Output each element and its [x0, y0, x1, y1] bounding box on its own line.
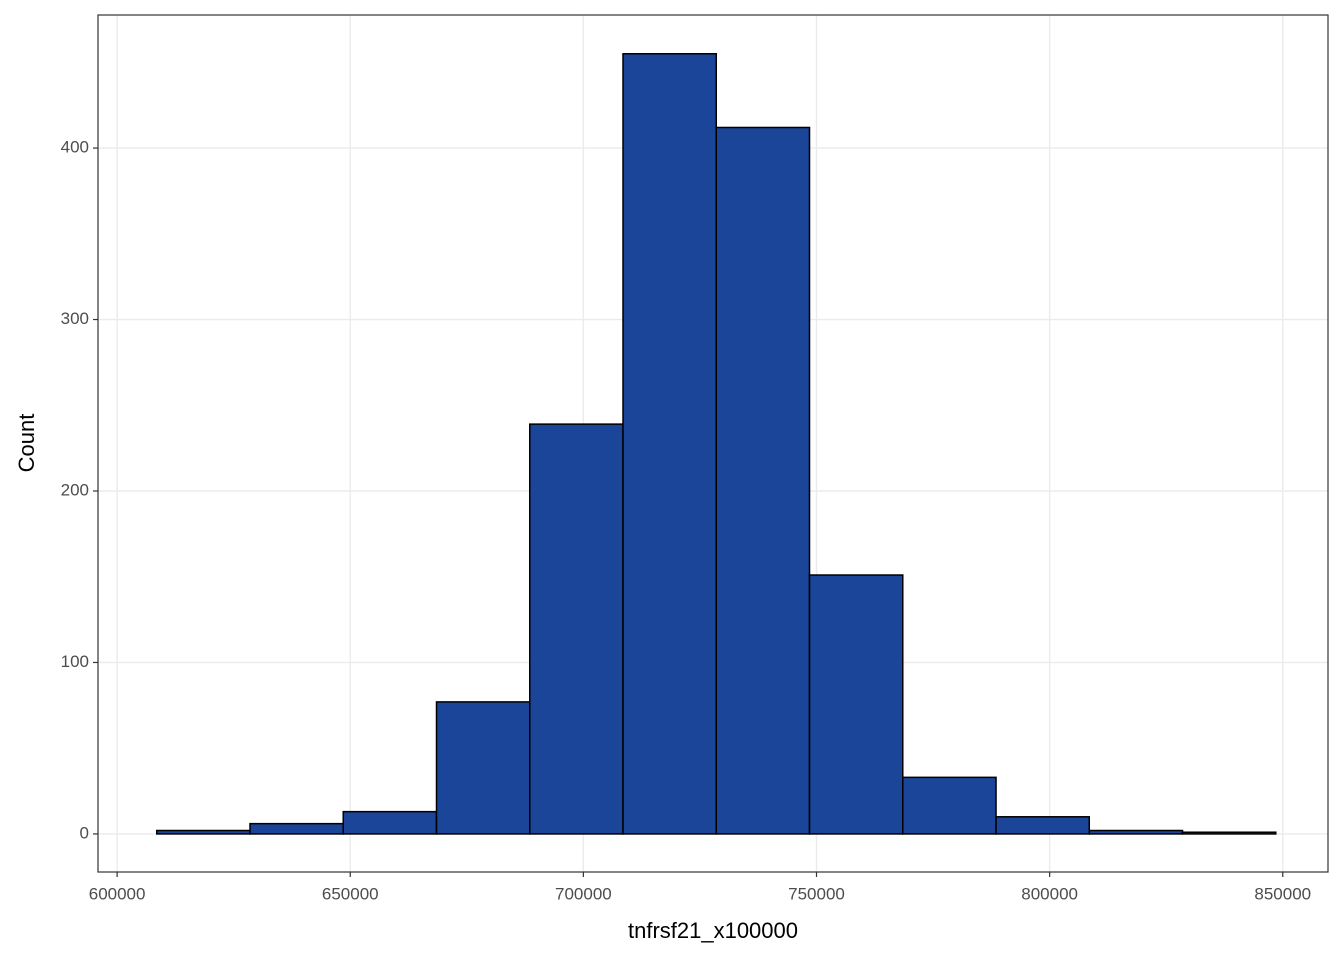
panel-border	[97, 14, 1329, 873]
bars	[155, 53, 1277, 835]
bar	[1088, 829, 1184, 835]
x-tick-label: 750000	[788, 884, 845, 903]
x-tick-label: 800000	[1021, 884, 1078, 903]
bar	[435, 701, 531, 835]
bar	[342, 810, 438, 835]
x-tick-label: 700000	[555, 884, 612, 903]
x-tick-label: 600000	[89, 884, 146, 903]
y-tick-label: 200	[61, 480, 89, 499]
bar	[808, 574, 904, 835]
bar	[995, 816, 1091, 835]
bar	[902, 776, 997, 835]
bar	[622, 53, 718, 835]
bar	[249, 822, 345, 835]
y-tick-label: 400	[61, 138, 89, 157]
x-tick-label: 850000	[1254, 884, 1311, 903]
y-tick-label: 0	[80, 823, 89, 842]
bar	[155, 829, 251, 835]
y-axis-title: Count	[14, 414, 39, 473]
bar	[715, 126, 811, 835]
x-tick-label: 650000	[322, 884, 379, 903]
y-tick-label: 100	[61, 652, 89, 671]
bar	[529, 423, 624, 835]
x-axis-title: tnfrsf21_x100000	[628, 918, 798, 943]
y-tick-label: 300	[61, 309, 89, 328]
bar	[1181, 831, 1277, 835]
